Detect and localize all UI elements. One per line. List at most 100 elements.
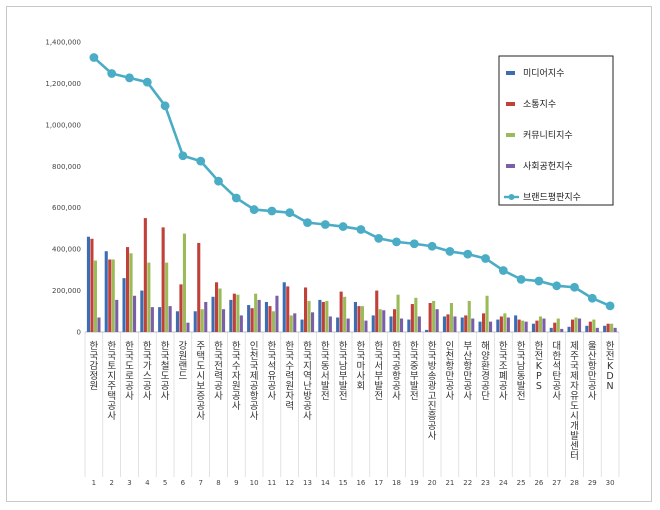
bar-1 [371,315,375,332]
bar-3 [610,323,614,332]
bar-3 [111,259,115,332]
index-label: 2 [109,479,113,487]
bar-4 [204,301,208,332]
bar-2 [90,238,94,332]
bar-2 [535,320,539,332]
bar-4 [382,310,386,332]
y-tick-label: 1,400,000 [45,39,81,47]
bar-3 [165,262,169,332]
bar-4 [346,318,350,332]
index-label: 27 [552,479,561,487]
brand-index-point [498,266,508,275]
brand-index-point [534,276,544,286]
bar-2 [606,323,610,332]
brand-index-point [160,101,170,111]
bar-2 [339,291,343,332]
bar-3 [236,294,240,332]
index-label: 21 [445,479,454,487]
brand-index-point [605,301,615,311]
bar-2 [446,314,450,332]
bar-1 [478,321,482,332]
brand-index-point [249,205,259,214]
bar-1 [389,316,393,332]
bar-1 [264,301,268,332]
index-label: 29 [588,479,597,487]
bar-2 [428,303,432,332]
chart-frame: 0 200,000 400,000 600,000 800,000 1,000,000 1,… [6,6,652,502]
bar-4 [364,320,368,332]
bar-4 [524,321,528,332]
bar-4 [222,309,226,332]
bar-3 [360,306,364,332]
bar-2 [143,218,147,332]
bar-2 [571,319,575,332]
brand-index-point [516,274,526,284]
bar-1 [603,325,607,332]
y-tick-label: 0 [77,329,81,337]
bar-1 [86,236,90,332]
legend-swatch-marker [508,194,515,200]
bar-1 [496,319,500,332]
bar-3 [271,311,275,332]
bar-4 [453,316,457,332]
brand-index-point [552,281,562,291]
brand-index-point [409,239,419,249]
bar-1 [531,323,535,332]
index-label: 14 [321,479,330,487]
brand-index-point [107,69,117,78]
bar-1 [425,329,429,332]
y-tick-label: 1,200,000 [45,80,81,88]
bar-4 [595,327,599,332]
legend-swatch [506,133,515,137]
legend-swatch [506,71,515,75]
bar-4 [257,299,261,332]
brand-index-point [142,77,152,87]
index-label: 26 [534,479,543,487]
bar-1 [229,299,233,332]
bar-3 [378,309,382,332]
bar-3 [182,233,186,332]
bar-2 [517,319,521,332]
bar-4 [186,322,190,332]
index-label: 16 [356,479,365,487]
bar-3 [503,313,507,332]
index-label: 28 [570,479,579,487]
bar-4 [506,317,510,332]
bar-1 [104,251,108,332]
index-label: 1 [92,479,96,487]
bar-4 [417,316,421,332]
brand-index-point [178,151,188,161]
bar-3 [200,309,204,332]
bar-2 [197,242,201,332]
index-label: 3 [127,479,131,487]
brand-index-point [392,237,401,247]
bar-4 [293,313,297,332]
index-label: 11 [267,479,276,487]
index-label: 17 [374,479,383,487]
brand-index-point [445,247,455,256]
bar-4 [150,307,154,332]
bar-2 [357,306,361,332]
y-tick-label: 800,000 [52,163,81,171]
bar-3 [556,318,560,332]
index-label: 5 [163,479,167,487]
bar-1 [282,282,286,332]
bar-2 [321,301,325,332]
brand-reputation-chart: 0 200,000 400,000 600,000 800,000 1,000,000 1,… [45,39,620,487]
bar-3 [147,262,151,332]
index-label: 24 [499,479,508,487]
